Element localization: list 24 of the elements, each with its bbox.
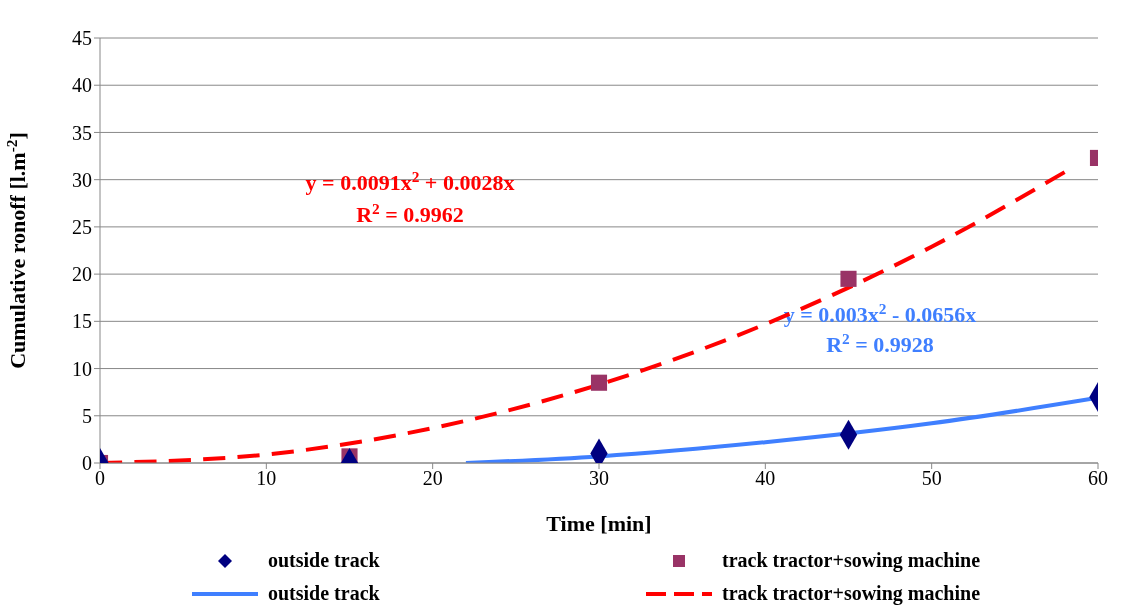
y-tick-label: 25 [72, 215, 92, 238]
y-tick-label: 0 [82, 452, 92, 475]
y-tick-label: 35 [72, 121, 92, 144]
y-tick-label: 30 [72, 168, 92, 191]
legend-label: track tractor+sowing machine [722, 582, 981, 605]
x-tick-label: 50 [921, 467, 942, 490]
annotation: R$^{2}$ = 0.9962 [356, 199, 464, 227]
y-tick-label: 5 [82, 404, 92, 427]
y-tick-label: 45 [72, 27, 92, 50]
annotation: y = 0.0091x$^{2}$ + 0.0028x [305, 167, 515, 195]
x-tick-label: 30 [589, 467, 609, 490]
x-axis-title: Time [min] [546, 511, 652, 536]
legend-label: track tractor+sowing machine [722, 549, 981, 572]
x-tick-label: 40 [755, 467, 776, 490]
x-tick-label: 10 [256, 467, 277, 490]
x-tick-label: 60 [1088, 467, 1108, 490]
annotation: R$^{2}$ = 0.9928 [826, 329, 934, 357]
y-tick-label: 20 [72, 263, 92, 286]
x-tick-label: 20 [422, 467, 443, 490]
legend-label: outside track [268, 549, 380, 572]
y-tick-label: 10 [72, 357, 92, 380]
y-tick-label: 40 [72, 74, 92, 97]
y-tick-label: 15 [72, 310, 92, 333]
legend-label: outside track [268, 582, 380, 605]
